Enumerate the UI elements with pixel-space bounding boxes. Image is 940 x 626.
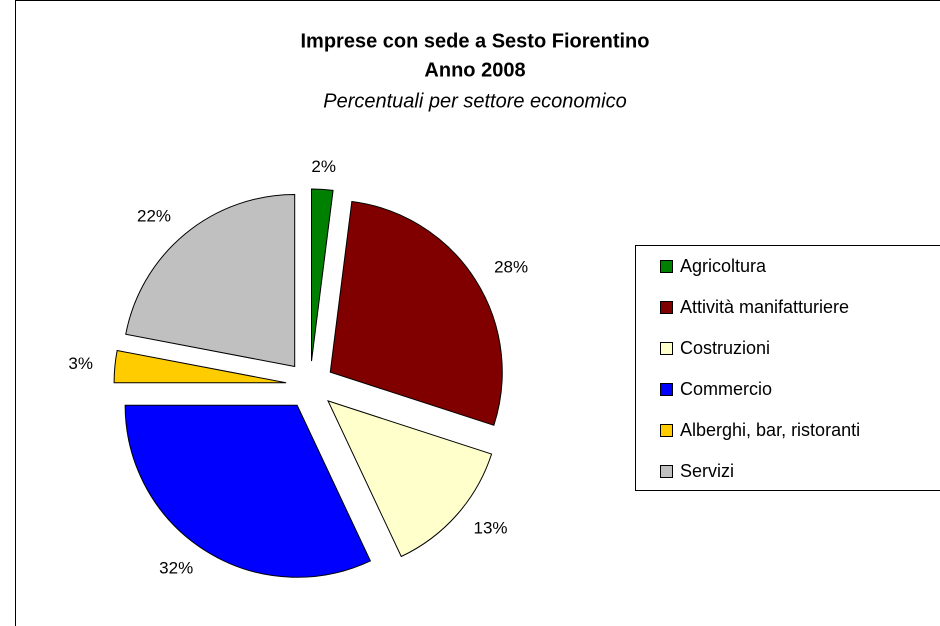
legend-swatch xyxy=(660,301,673,314)
chart-subtitle: Anno 2008 xyxy=(424,59,525,81)
pie-slice xyxy=(125,194,296,368)
data-label: 13% xyxy=(474,519,508,538)
pie-slice xyxy=(113,349,287,384)
legend-swatch xyxy=(660,342,673,355)
data-label: 3% xyxy=(68,354,93,373)
legend-swatch xyxy=(660,424,673,437)
legend-label: Servizi xyxy=(680,461,734,481)
legend-box xyxy=(635,245,940,491)
pie-slice xyxy=(124,404,372,578)
data-label: 2% xyxy=(311,157,336,176)
data-label: 28% xyxy=(494,258,528,277)
pie-slice xyxy=(327,400,493,558)
chart-caption: Percentuali per settore economico xyxy=(323,90,627,112)
legend-label: Commercio xyxy=(680,379,772,399)
data-label: 22% xyxy=(137,207,171,226)
chart-title: Imprese con sede a Sesto Fiorentino xyxy=(301,30,650,52)
legend-label: Alberghi, bar, ristoranti xyxy=(680,420,860,440)
legend-label: Agricoltura xyxy=(680,256,767,276)
pie-slice xyxy=(329,200,503,426)
legend-swatch xyxy=(660,383,673,396)
legend-label: Attività manifatturiere xyxy=(680,297,849,317)
legend-swatch xyxy=(660,260,673,273)
data-label: 32% xyxy=(159,559,193,578)
legend-label: Costruzioni xyxy=(680,338,770,358)
pie-slice xyxy=(311,188,334,362)
legend-swatch xyxy=(660,465,673,478)
